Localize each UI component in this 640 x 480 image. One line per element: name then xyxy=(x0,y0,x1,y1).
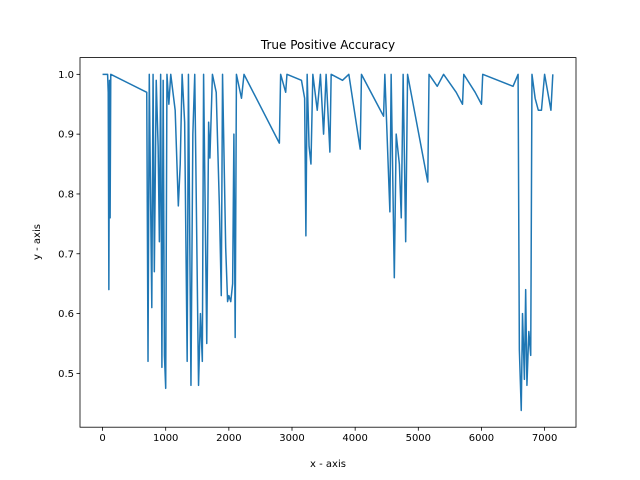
axes-frame xyxy=(79,57,577,428)
x-axis-label: x - axis xyxy=(310,459,346,470)
y-tick-label: 1.0 xyxy=(58,70,74,81)
y-tick-label: 0.7 xyxy=(58,249,74,260)
data-line xyxy=(102,73,554,412)
y-axis-label: y - axis xyxy=(32,224,43,260)
x-tick-label: 6000 xyxy=(469,433,494,444)
x-tick-label: 5000 xyxy=(406,433,431,444)
x-tick-label: 0 xyxy=(99,433,105,444)
x-tick-label: 2000 xyxy=(216,433,241,444)
y-tick-label: 0.9 xyxy=(58,130,74,141)
chart-title: True Positive Accuracy xyxy=(260,38,395,52)
x-tick-label: 1000 xyxy=(153,433,178,444)
x-tick-label: 3000 xyxy=(279,433,304,444)
x-tick-label: 4000 xyxy=(342,433,367,444)
plot-area xyxy=(102,73,554,412)
y-tick-label: 0.5 xyxy=(58,369,74,380)
x-tick-label: 7000 xyxy=(532,433,557,444)
y-tick-label: 0.8 xyxy=(58,189,74,200)
y-tick-label: 0.6 xyxy=(58,309,74,320)
